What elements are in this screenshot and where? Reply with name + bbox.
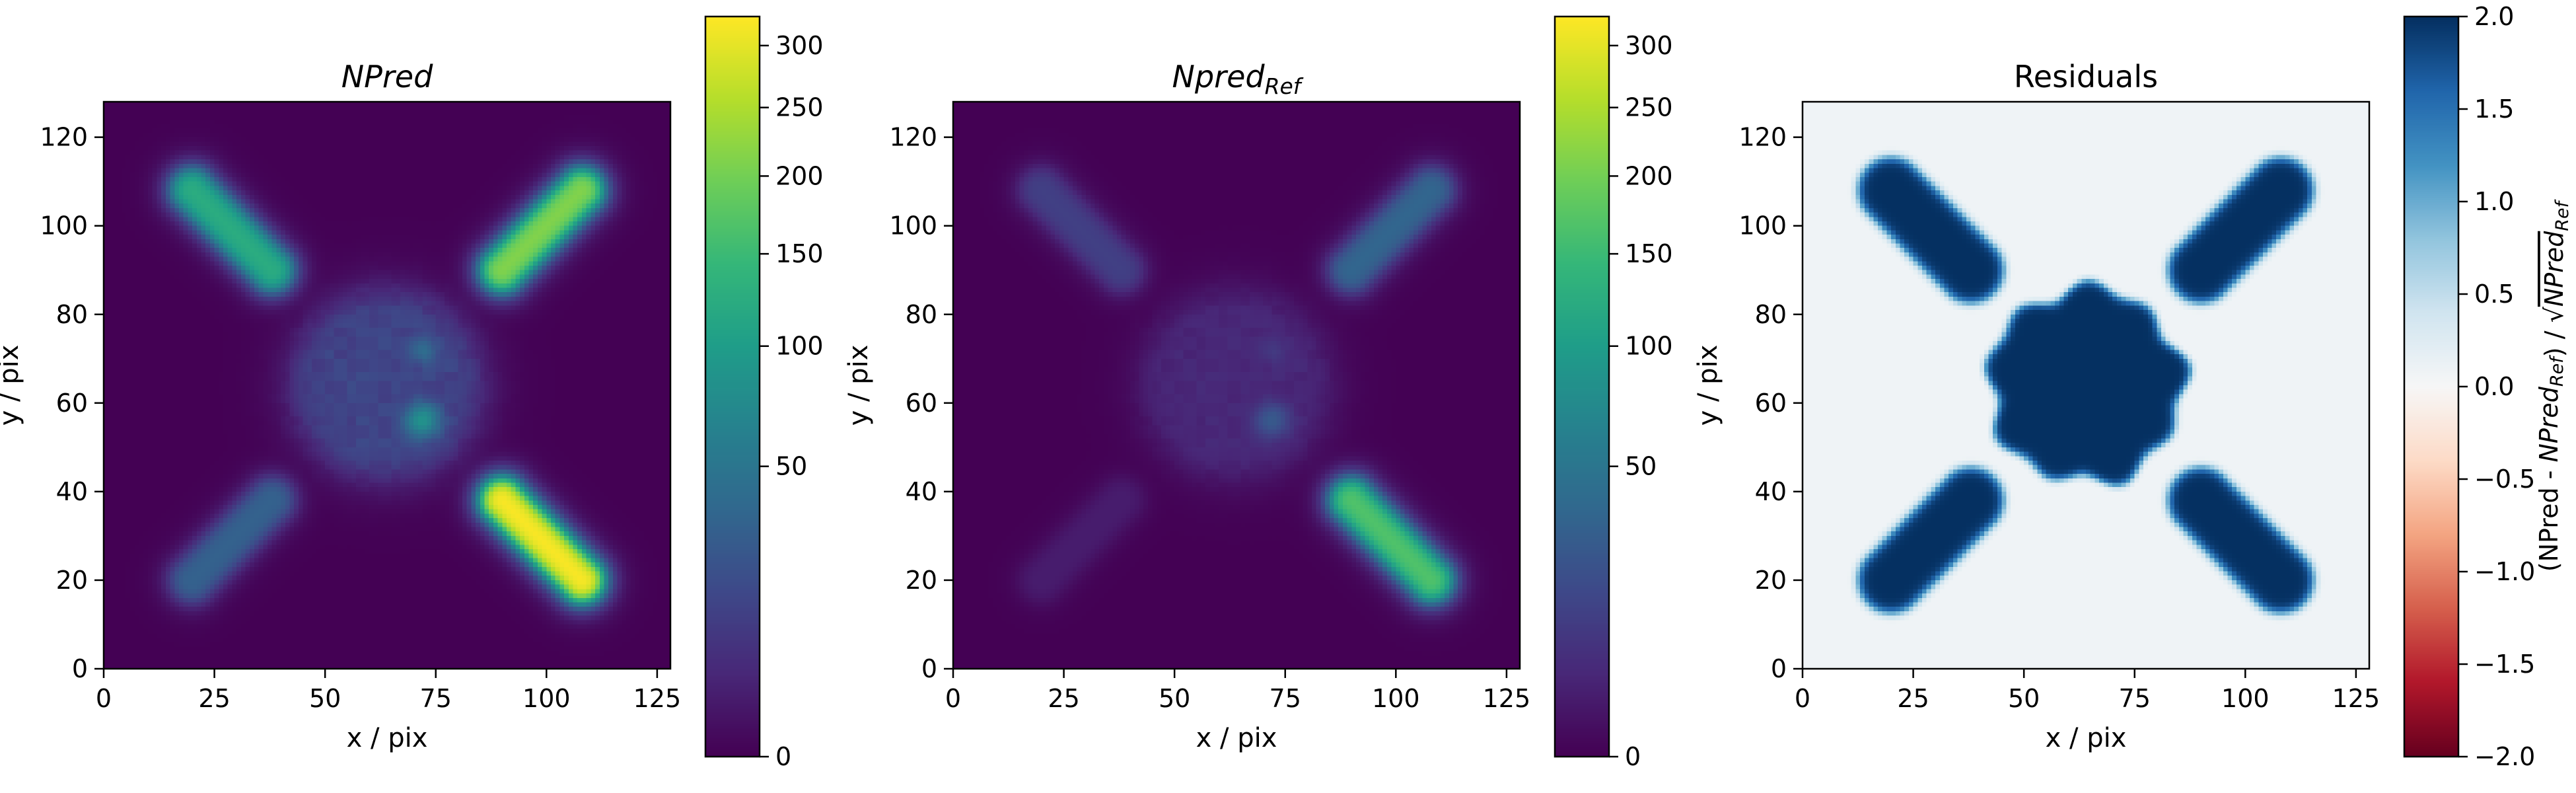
colorbar-tick-label: 50 bbox=[1625, 452, 1657, 481]
colorbar-tick-label: 100 bbox=[775, 332, 824, 361]
colorbar-tick-label: 0 bbox=[1625, 742, 1641, 771]
x-tick-label: 25 bbox=[198, 684, 230, 713]
y-tick-label: 80 bbox=[56, 300, 88, 329]
y-tick-label: 120 bbox=[40, 123, 88, 152]
y-tick-label: 40 bbox=[1755, 477, 1787, 506]
y-tick-label: 40 bbox=[56, 477, 88, 506]
y-tick-label: 20 bbox=[1755, 566, 1787, 595]
x-tick-label: 25 bbox=[1897, 684, 1929, 713]
panel-2: NpredRef 0 25 50 75 100 125 0 20 40 60 80 100 120 x / … bbox=[843, 15, 1673, 771]
colorbar-tick-label: 1.5 bbox=[2474, 94, 2514, 124]
chart-title: NpredRef bbox=[1172, 59, 1304, 99]
colorbar-tick-label: −2.0 bbox=[2474, 742, 2535, 771]
title-subscript: Ref bbox=[1265, 73, 1304, 99]
y-tick-label: 40 bbox=[906, 477, 937, 506]
y-tick-label: 20 bbox=[56, 566, 88, 595]
y-tick-label: 60 bbox=[56, 389, 88, 418]
colorbar-gradient bbox=[2404, 17, 2458, 757]
y-tick-label: 0 bbox=[72, 654, 88, 683]
x-axis-label: x / pix bbox=[347, 723, 428, 753]
x-tick-label: 75 bbox=[420, 684, 452, 713]
axes-frame bbox=[1801, 100, 2371, 670]
colorbar-tick-label: 250 bbox=[1625, 93, 1673, 122]
colorbar-tick-label: −1.0 bbox=[2474, 557, 2535, 586]
heatmap-image bbox=[1803, 102, 2369, 669]
y-axis-label: y / pix bbox=[843, 345, 874, 426]
panel-1: NPred 0 25 50 75 100 125 0 20 40 60 80 100 120 x / pix… bbox=[0, 15, 824, 771]
y-tick-label: 120 bbox=[889, 123, 937, 152]
colorbar-tick-label: 0 bbox=[775, 742, 791, 771]
colorbar-tick-label: 0.0 bbox=[2474, 372, 2514, 401]
y-tick-label: 100 bbox=[1738, 211, 1787, 241]
colorbar-gradient bbox=[705, 17, 760, 757]
x-tick-label: 0 bbox=[945, 684, 961, 713]
colorbar-tick-label: −1.5 bbox=[2474, 650, 2535, 679]
heatmap-image bbox=[104, 102, 670, 669]
colorbar-tick-label: 200 bbox=[1625, 161, 1673, 190]
x-tick-label: 125 bbox=[633, 684, 682, 713]
x-tick-label: 75 bbox=[1270, 684, 1301, 713]
y-tick-label: 80 bbox=[1755, 300, 1787, 329]
colorbar-tick-label: 200 bbox=[775, 161, 824, 190]
x-tick-label: 125 bbox=[1483, 684, 1531, 713]
x-tick-label: 0 bbox=[96, 684, 112, 713]
colorbar-tick-label: 300 bbox=[775, 31, 824, 60]
y-tick-label: 100 bbox=[40, 211, 88, 241]
panel-3: Residuals 0 25 50 75 100 125 0 20 40 60 80 100 120 x /… bbox=[1693, 2, 2573, 771]
x-tick-label: 25 bbox=[1048, 684, 1079, 713]
x-tick-label: 50 bbox=[2008, 684, 2040, 713]
y-tick-label: 0 bbox=[1771, 654, 1787, 683]
x-tick-label: 75 bbox=[2119, 684, 2151, 713]
colorbar-label: (NPred - NPredRef) / √NPredRef bbox=[2534, 199, 2573, 572]
y-tick-label: 100 bbox=[889, 211, 937, 241]
y-tick-label: 0 bbox=[921, 654, 937, 683]
chart-title: NPred bbox=[341, 59, 433, 94]
x-axis-label: x / pix bbox=[1196, 723, 1277, 753]
colorbar-tick-label: 150 bbox=[1625, 239, 1673, 268]
colorbar-tick-label: 0.5 bbox=[2474, 280, 2514, 309]
chart-title: Residuals bbox=[2014, 59, 2158, 94]
y-tick-label: 60 bbox=[1755, 389, 1787, 418]
y-tick-label: 120 bbox=[1738, 123, 1787, 152]
colorbar-tick-label: 1.0 bbox=[2474, 187, 2514, 216]
x-tick-label: 100 bbox=[2221, 684, 2270, 713]
colorbar-tick-label: 2.0 bbox=[2474, 2, 2514, 31]
colorbar-tick-label: 50 bbox=[775, 452, 807, 481]
colorbar-tick-label: 150 bbox=[775, 239, 824, 268]
colorbar-tick-label: −0.5 bbox=[2474, 465, 2535, 494]
x-tick-label: 0 bbox=[1795, 684, 1810, 713]
x-tick-label: 50 bbox=[309, 684, 341, 713]
y-tick-label: 80 bbox=[906, 300, 937, 329]
axes-frame bbox=[952, 100, 1521, 670]
x-tick-label: 100 bbox=[522, 684, 571, 713]
colorbar-tick-label: 100 bbox=[1625, 332, 1673, 361]
colorbar-frame bbox=[704, 15, 761, 758]
y-axis-label: y / pix bbox=[1693, 345, 1723, 426]
colorbar-tick-label: 250 bbox=[775, 93, 824, 122]
heatmap-image bbox=[953, 102, 1520, 669]
x-tick-label: 100 bbox=[1372, 684, 1420, 713]
colorbar-tick-label: 300 bbox=[1625, 31, 1673, 60]
x-axis-label: x / pix bbox=[2046, 723, 2127, 753]
x-tick-label: 50 bbox=[1159, 684, 1190, 713]
colorbar-gradient bbox=[1555, 17, 1609, 757]
y-tick-label: 60 bbox=[906, 389, 937, 418]
y-axis-label: y / pix bbox=[0, 345, 24, 426]
axes-frame bbox=[102, 100, 672, 670]
colorbar-frame bbox=[1554, 15, 1610, 758]
y-tick-label: 20 bbox=[906, 566, 937, 595]
x-tick-label: 125 bbox=[2332, 684, 2380, 713]
